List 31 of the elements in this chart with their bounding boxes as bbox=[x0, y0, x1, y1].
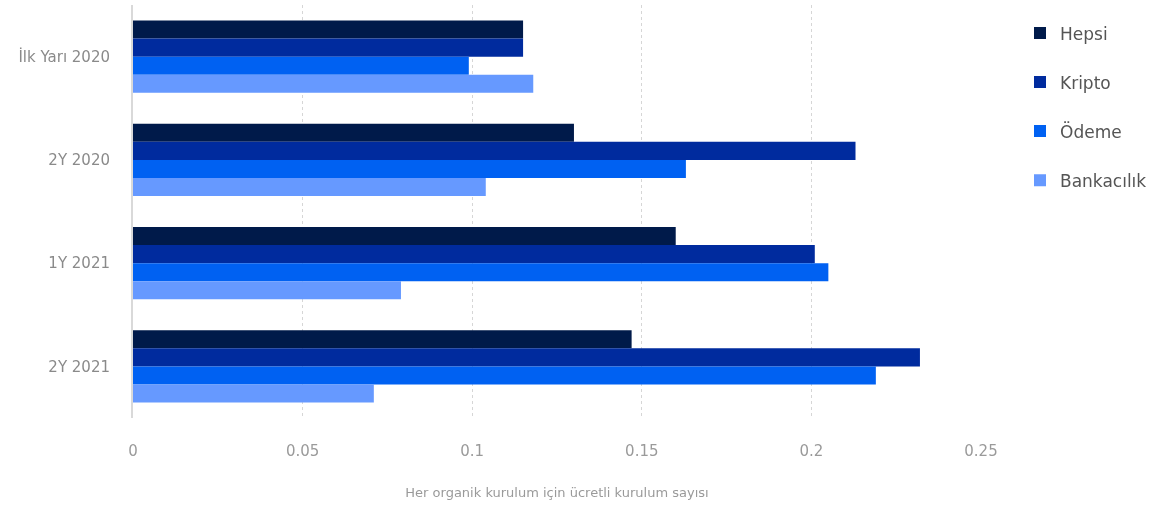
bar bbox=[133, 159, 686, 178]
legend-label: Hepsi bbox=[1060, 23, 1108, 44]
legend-label: Bankacılık bbox=[1060, 170, 1147, 191]
y-tick-label: 1Y 2021 bbox=[48, 254, 110, 273]
x-tick-label: 0.25 bbox=[964, 442, 998, 460]
x-tick-label: 0.05 bbox=[285, 442, 320, 460]
legend-label: Kripto bbox=[1060, 72, 1111, 93]
bar bbox=[133, 56, 469, 75]
bar bbox=[133, 226, 676, 246]
bar bbox=[133, 245, 815, 264]
legend-label: Ödeme bbox=[1060, 120, 1122, 142]
bar bbox=[133, 263, 829, 282]
bar bbox=[133, 141, 856, 160]
bar bbox=[133, 384, 374, 403]
bar bbox=[133, 38, 524, 57]
bar bbox=[133, 348, 920, 367]
y-tick-label: İlk Yarı 2020 bbox=[18, 46, 110, 66]
bar bbox=[133, 20, 524, 39]
bar bbox=[133, 177, 486, 197]
bar bbox=[133, 281, 401, 300]
bar bbox=[133, 330, 632, 349]
bar bbox=[133, 366, 876, 385]
bar bbox=[133, 74, 534, 93]
y-tick-label: 2Y 2020 bbox=[48, 151, 110, 170]
x-tick-label: 0 bbox=[128, 442, 138, 460]
x-tick-label: 0.2 bbox=[799, 442, 824, 460]
x-tick-label: 0.1 bbox=[460, 442, 485, 460]
x-axis-title: Her organik kurulum için ücretli kurulum sayısı bbox=[405, 484, 709, 500]
bar bbox=[133, 123, 574, 142]
y-tick-label: 2Y 2021 bbox=[48, 357, 110, 376]
x-tick-label: 0.15 bbox=[625, 442, 659, 460]
